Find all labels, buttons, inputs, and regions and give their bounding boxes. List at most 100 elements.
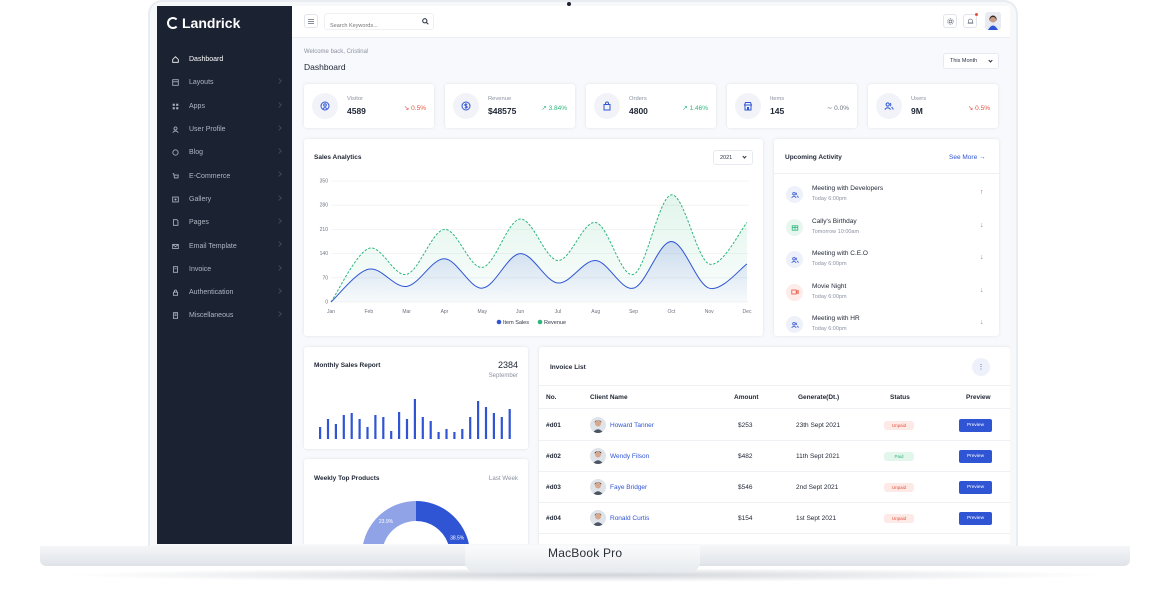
arrow-down-icon: ↓ xyxy=(980,319,984,326)
bar xyxy=(445,429,448,439)
chevron-right-icon xyxy=(276,125,282,131)
preview-button[interactable]: Preview xyxy=(959,512,992,525)
weekly-donut-chart: 38.5% 23.9% xyxy=(363,501,469,544)
sidebar-item-blog[interactable]: Blog xyxy=(165,141,285,164)
sidebar-item-user-profile[interactable]: User Profile xyxy=(165,118,285,141)
pages-icon xyxy=(171,218,180,227)
search-icon[interactable] xyxy=(422,18,429,25)
x-tick-label: Oct xyxy=(667,309,675,315)
stat-label: Users xyxy=(911,96,927,102)
sidebar-item-label: Authentication xyxy=(189,289,234,297)
monthly-sales-value: 2384 xyxy=(497,360,518,370)
bar xyxy=(350,413,353,439)
bar xyxy=(484,407,488,439)
activity-time: Today 6:00pm xyxy=(812,326,847,332)
visitor-icon xyxy=(312,93,338,119)
legend-label: Item Sales xyxy=(503,320,529,326)
sidebar-item-miscellaneous[interactable]: Miscellaneous xyxy=(165,304,285,327)
x-tick-label: Dec xyxy=(743,309,752,315)
sidebar-item-pages[interactable]: Pages xyxy=(165,211,285,234)
bar xyxy=(453,432,456,439)
sidebar-item-layouts[interactable]: Layouts xyxy=(165,71,285,94)
invoice-amount: $546 xyxy=(738,484,753,491)
preview-button[interactable]: Preview xyxy=(959,481,992,494)
activity-time: Today 6:00pm xyxy=(812,261,847,267)
sidebar-item-gallery[interactable]: Gallery xyxy=(165,188,285,211)
menu-button[interactable] xyxy=(304,14,318,28)
trend-up-icon: ↗ xyxy=(682,105,690,112)
arrow-down-icon: ↓ xyxy=(980,221,984,229)
activity-item[interactable]: Meeting with C.E.O Today 6:00pm ↓ xyxy=(784,246,994,276)
sidebar-item-invoice[interactable]: Invoice xyxy=(165,258,285,281)
see-more-link[interactable]: See More → xyxy=(949,154,986,161)
bar xyxy=(374,415,377,439)
bar xyxy=(405,419,409,439)
sidebar-item-label: Miscellaneous xyxy=(189,312,234,320)
client-name-link[interactable]: Howard Tanner xyxy=(610,422,654,429)
base-notch xyxy=(465,546,700,572)
table-row: #d01 Howard Tanner $253 23th Sept 2021 Unpai… xyxy=(539,410,1010,441)
sidebar-item-label: Pages xyxy=(189,219,209,227)
camera-dot xyxy=(567,2,571,6)
stat-value: $48575 xyxy=(488,106,517,116)
arrow-right-icon: → xyxy=(979,154,986,161)
settings-button[interactable] xyxy=(943,14,957,28)
invoice-amount: $154 xyxy=(738,515,753,522)
logo[interactable]: Landrick xyxy=(167,15,240,31)
year-select[interactable]: 2021 xyxy=(713,150,753,165)
activity-title: Cally's Birthday xyxy=(812,217,857,225)
status-badge: Unpaid xyxy=(884,514,914,523)
dollar-icon xyxy=(453,93,479,119)
activity-title: Movie Night xyxy=(812,282,847,290)
x-tick-label: Mar xyxy=(402,309,411,315)
arrow-down-icon: ↓ xyxy=(980,254,984,261)
x-tick-label: Nov xyxy=(705,309,714,315)
activity-item[interactable]: Meeting with Developers Today 6:00pm ↑ xyxy=(784,181,994,211)
series-area-item-sales xyxy=(331,241,747,302)
mail-icon xyxy=(171,242,180,251)
year-select-value: 2021 xyxy=(720,154,733,161)
activity-item[interactable]: Meeting with HR Today 6:00pm ↓ xyxy=(784,311,994,341)
sidebar-item-apps[interactable]: Apps xyxy=(165,95,285,118)
arrow-up-icon: ↑ xyxy=(980,189,984,196)
activity-time: Today 6:00pm xyxy=(812,196,847,202)
stat-label: Items xyxy=(770,96,785,102)
search-input[interactable] xyxy=(325,18,415,34)
activity-title: Meeting with Developers xyxy=(812,185,884,192)
video-icon xyxy=(786,283,803,301)
col-preview: Preview xyxy=(966,394,991,401)
sidebar-item-dashboard[interactable]: Dashboard xyxy=(165,48,285,71)
notifications-button[interactable] xyxy=(963,13,978,28)
stat-delta: ↘ 0.5% xyxy=(968,104,990,112)
client-name-link[interactable]: Ronald Curtis xyxy=(610,515,650,522)
sidebar-item-label: Layouts xyxy=(189,79,214,87)
user-avatar-image xyxy=(988,15,998,30)
x-tick-label: Feb xyxy=(365,309,374,315)
preview-button[interactable]: Preview xyxy=(959,419,992,432)
period-select[interactable]: This Month xyxy=(943,53,999,69)
client-name-link[interactable]: Faye Bridger xyxy=(610,484,648,491)
col-client-name: Client Name xyxy=(590,394,628,401)
sidebar-item-label: Blog xyxy=(189,149,204,157)
gear-icon xyxy=(946,17,954,25)
sidebar-item-label: Apps xyxy=(189,102,205,110)
sales-line-chart: 350 280 210 140 70 0 Jan Feb Mar Apr May Jun Jul Aug S… xyxy=(320,179,752,327)
bar xyxy=(390,431,393,439)
bar xyxy=(398,412,401,439)
stat-card-users: Users 9M ↘ 0.5% xyxy=(868,84,998,128)
user-avatar[interactable] xyxy=(985,12,1001,30)
preview-button[interactable]: Preview xyxy=(959,450,992,463)
sidebar-item-authentication[interactable]: Authentication xyxy=(165,281,285,304)
activity-item[interactable]: Cally's Birthday Tomorrow 10:00am ↓ xyxy=(784,214,994,244)
table-row: #d04 Ronald Curtis $154 1st Sept 2021 Unpaid… xyxy=(539,503,1010,534)
x-tick-label: May xyxy=(478,309,488,315)
bar xyxy=(319,427,322,439)
sidebar-item-e-commerce[interactable]: E-Commerce xyxy=(165,164,285,187)
weekly-period-link[interactable]: Last Week xyxy=(488,475,518,482)
more-options-button[interactable]: ⋮ xyxy=(972,358,990,376)
sidebar-item-email-template[interactable]: Email Template xyxy=(165,234,285,257)
client-name-link[interactable]: Wendy Filson xyxy=(610,453,650,460)
status-badge: Paid xyxy=(884,452,914,461)
see-more-label: See More xyxy=(949,154,978,161)
activity-item[interactable]: Movie Night Today 6:00pm ↓ xyxy=(784,279,994,309)
